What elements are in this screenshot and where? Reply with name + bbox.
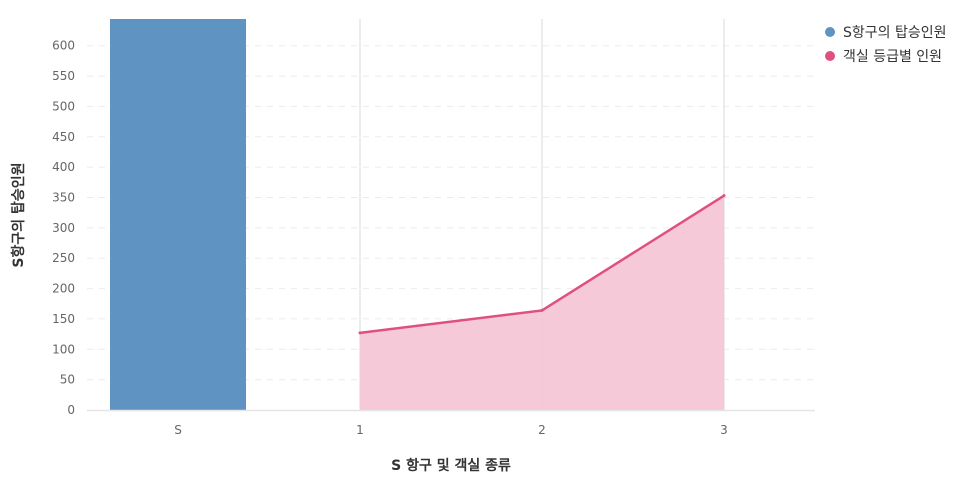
legend-dot-icon: [825, 27, 835, 37]
y-tick-label: 600: [52, 39, 75, 53]
y-tick-label: 100: [52, 342, 75, 356]
y-tick-label: 550: [52, 69, 75, 83]
y-axis-title: S항구의 탑승인원: [10, 162, 27, 267]
bar-series: [110, 19, 246, 410]
legend-label: 객실 등급별 인원: [843, 49, 943, 65]
y-tick-label: 500: [52, 99, 75, 113]
y-tick-label: 50: [60, 373, 75, 387]
x-axis-title: S 항구 및 객실 종류: [391, 457, 511, 474]
x-axis-ticks: S 1 2 3: [174, 423, 728, 437]
x-tick-label: 1: [356, 423, 364, 437]
x-tick-label: 3: [720, 423, 728, 437]
y-tick-label: 150: [52, 312, 75, 326]
legend: S항구의 탑승인원 객실 등급별 인원: [825, 20, 947, 68]
area-point[interactable]: [358, 331, 362, 335]
y-tick-label: 0: [67, 403, 75, 417]
y-axis-ticks: 0 50 100 150 200 250 300 350 400 450 500 550 600: [52, 39, 75, 417]
y-tick-label: 450: [52, 130, 75, 144]
area-series: [358, 194, 726, 410]
area-point[interactable]: [722, 194, 726, 198]
x-tick-label: 2: [538, 423, 546, 437]
legend-dot-icon: [825, 51, 835, 61]
y-tick-label: 350: [52, 191, 75, 205]
legend-item-boarding[interactable]: S항구의 탑승인원: [825, 20, 947, 44]
y-tick-label: 200: [52, 282, 75, 296]
legend-item-class[interactable]: 객실 등급별 인원: [825, 44, 947, 68]
area-point[interactable]: [540, 308, 544, 312]
area-fill: [360, 195, 724, 410]
bar-s[interactable]: [110, 19, 246, 410]
y-tick-label: 300: [52, 221, 75, 235]
y-tick-label: 250: [52, 251, 75, 265]
y-tick-label: 400: [52, 160, 75, 174]
x-tick-label: S: [174, 423, 182, 437]
legend-label: S항구의 탑승인원: [843, 25, 947, 41]
